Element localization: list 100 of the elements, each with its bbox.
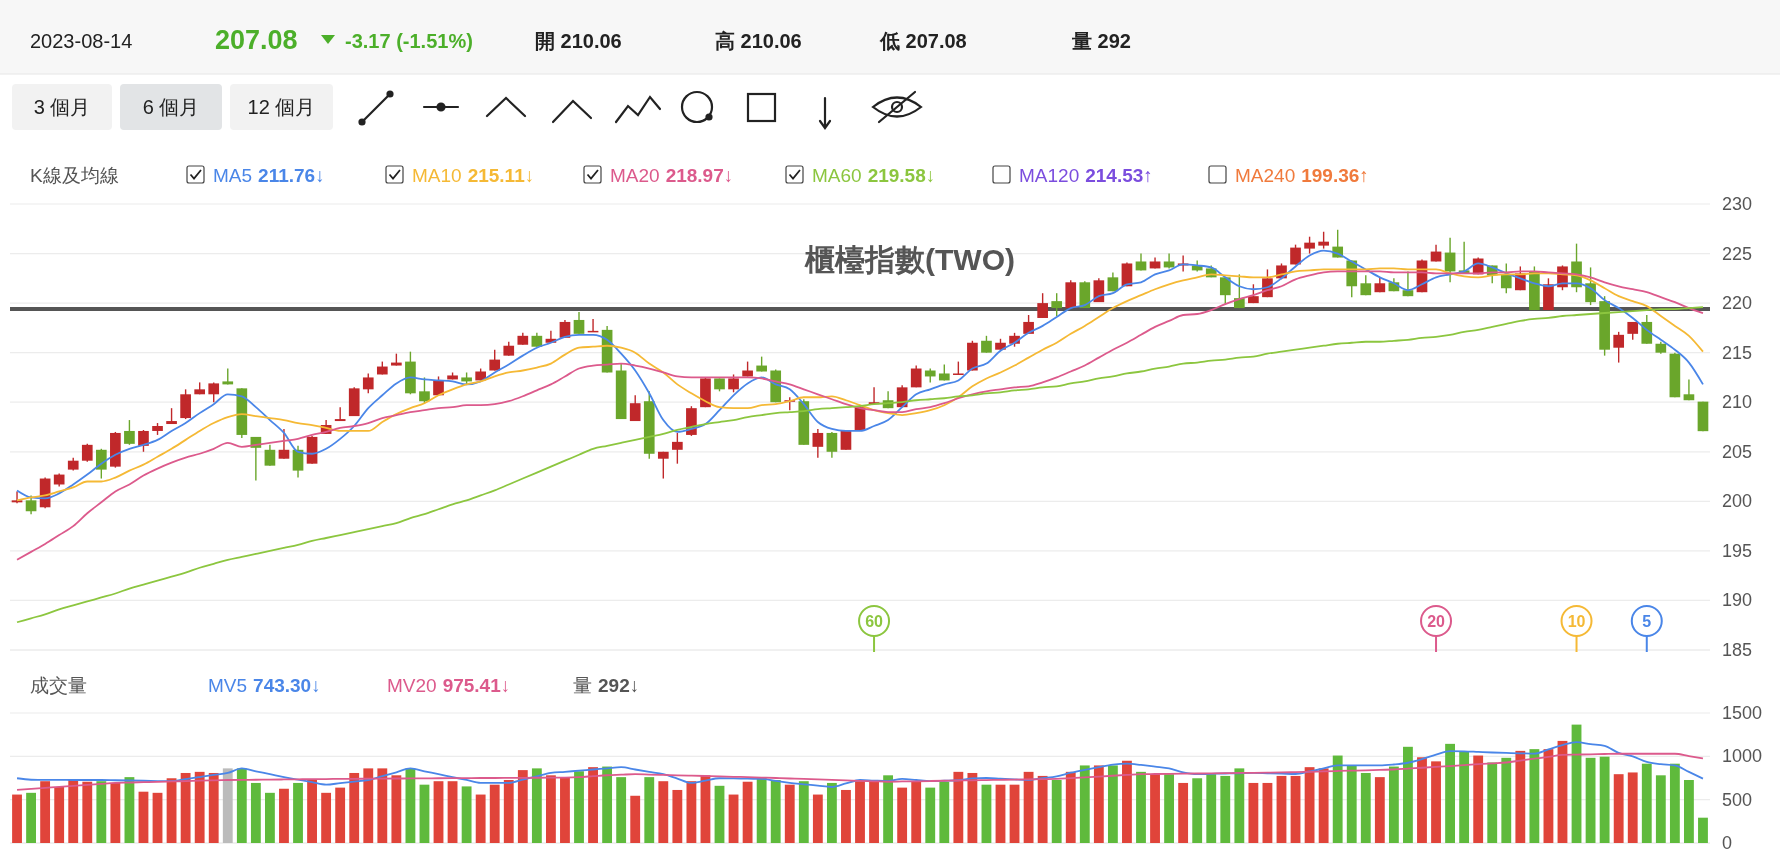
bar (335, 787, 346, 843)
bar (1403, 746, 1413, 843)
bar (194, 771, 205, 843)
text: 開 210.06 (535, 30, 622, 52)
bar (1501, 757, 1512, 843)
bar (180, 772, 191, 843)
bar (742, 781, 753, 843)
bar (503, 779, 514, 843)
text: 高 210.06 (715, 30, 802, 52)
bar (1459, 752, 1470, 843)
bar (1276, 775, 1287, 843)
bar (925, 787, 936, 843)
text: 12 個月 (247, 96, 316, 118)
bar (1234, 768, 1245, 843)
bar (686, 781, 697, 843)
bar (236, 768, 247, 843)
bar (110, 782, 121, 843)
bar (40, 781, 51, 843)
y-tick-label: 1500 (1722, 703, 1763, 723)
bar (250, 782, 261, 843)
bar (531, 768, 542, 843)
bar (1515, 750, 1526, 843)
candlestick (1585, 266, 1596, 306)
bar (1178, 782, 1189, 843)
bar (714, 785, 725, 843)
bar (1079, 765, 1090, 843)
bar (82, 781, 93, 843)
legend-title: 成交量 (30, 675, 87, 696)
bar (279, 788, 289, 843)
bar (489, 784, 500, 843)
bar (222, 768, 233, 843)
y-tick-label: 500 (1722, 789, 1753, 810)
bar (855, 781, 865, 843)
candlestick (1444, 237, 1456, 283)
bar (1107, 765, 1118, 843)
line-series (16, 741, 1704, 788)
bar (321, 792, 332, 843)
bar (616, 777, 627, 843)
annotation: 5 (1642, 613, 1652, 630)
candlestick (1613, 331, 1625, 364)
y-tick-label: 220 (1722, 293, 1753, 314)
candlestick (489, 348, 501, 372)
bar (1262, 782, 1273, 843)
candlestick (419, 376, 430, 404)
bar (812, 794, 823, 843)
candlestick (1641, 314, 1653, 345)
bar (756, 777, 767, 843)
bar (152, 792, 163, 843)
bar (1220, 775, 1231, 843)
text: MV5 743.30↓ (208, 675, 321, 696)
bar (363, 768, 374, 843)
y-tick-label: 185 (1722, 640, 1753, 660)
bar (307, 779, 317, 843)
bar (54, 787, 65, 843)
bar (1023, 771, 1034, 843)
candlestick (362, 372, 374, 394)
text: -3.17 (-1.51%) (345, 30, 473, 52)
y-tick-label: 195 (1722, 540, 1753, 561)
text: 2023-08-14 (30, 30, 133, 52)
bar (1431, 761, 1441, 843)
candlestick (826, 431, 838, 459)
bar (1290, 775, 1301, 843)
text: MA120 214.53↑ (1019, 165, 1153, 186)
bar (1585, 757, 1596, 843)
bar (953, 771, 964, 843)
bar (1698, 817, 1708, 843)
bar (545, 775, 556, 843)
text: MA5 211.76↓ (213, 165, 325, 186)
bar (1473, 755, 1484, 843)
bar (475, 794, 486, 843)
bar (1360, 772, 1371, 843)
bar (208, 772, 219, 843)
candlestick (1219, 276, 1231, 305)
y-tick-label: 225 (1722, 243, 1753, 264)
bar (728, 794, 739, 843)
bar (841, 789, 851, 843)
text: 6 個月 (142, 96, 200, 118)
candlestick (672, 432, 683, 465)
bar (1417, 757, 1427, 843)
bar (602, 766, 613, 843)
bar (630, 795, 641, 843)
bar (1655, 775, 1666, 843)
bar (1374, 777, 1385, 843)
bar (1037, 775, 1048, 843)
bar (1627, 772, 1638, 843)
bar (12, 794, 22, 843)
candlestick (180, 388, 191, 420)
bar (1318, 768, 1329, 843)
candlestick (25, 494, 37, 515)
y-tick-label: 1000 (1722, 746, 1763, 767)
bar (1304, 767, 1315, 843)
bar (1206, 774, 1217, 843)
bar (672, 789, 683, 843)
bar (461, 786, 472, 843)
bar (433, 781, 444, 843)
bar (826, 782, 837, 843)
bar (995, 784, 1006, 843)
text: MA240 199.36↑ (1235, 165, 1369, 186)
bar (644, 777, 655, 843)
bar (1248, 782, 1259, 843)
